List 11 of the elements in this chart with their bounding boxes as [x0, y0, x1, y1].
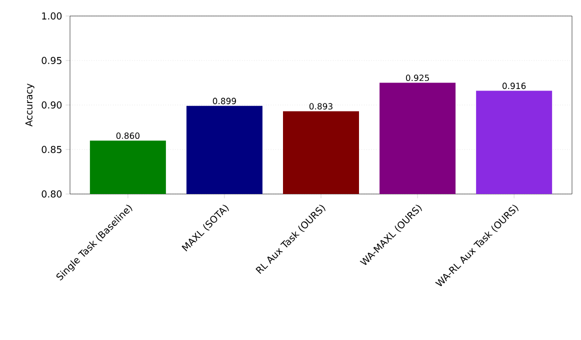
y-tick-label: 0.80: [42, 190, 62, 198]
y-tick-label: 0.95: [42, 56, 62, 64]
data-label: 0.899: [212, 98, 236, 104]
data-label: 0.860: [116, 132, 140, 139]
y-axis-title: Accuracy: [25, 84, 34, 127]
data-label: 0.925: [406, 74, 429, 82]
y-tick-label: 1.00: [42, 12, 62, 20]
y-tick-label: 0.85: [42, 146, 62, 154]
data-label: 0.916: [502, 82, 526, 90]
data-label: 0.893: [309, 103, 332, 110]
y-tick-label: 0.90: [42, 101, 62, 109]
